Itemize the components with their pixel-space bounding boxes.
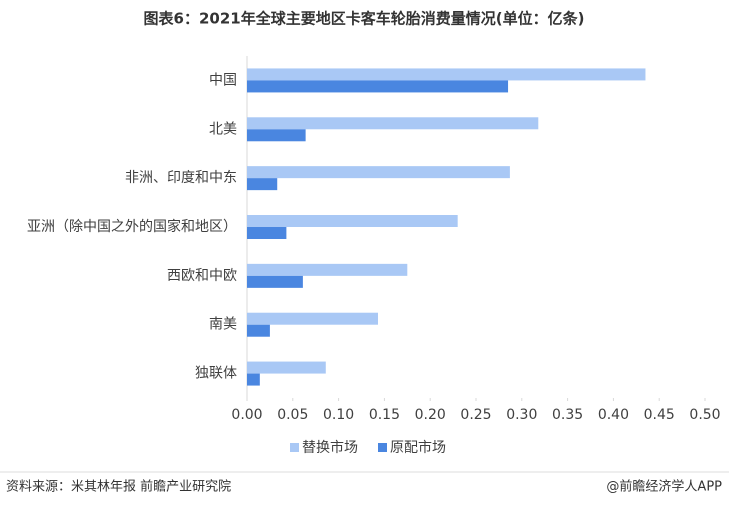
bar <box>247 324 270 337</box>
y-tick-label: 南美 <box>209 317 237 333</box>
x-tick-label: 0.25 <box>460 407 491 423</box>
bar <box>247 215 458 227</box>
bar <box>247 373 260 386</box>
bar <box>247 178 278 191</box>
x-tick-label: 0.05 <box>277 407 308 423</box>
x-tick-label: 0.35 <box>552 407 583 423</box>
x-tick-label: 0.10 <box>323 407 354 423</box>
bar <box>247 68 646 81</box>
x-tick-label: 0.45 <box>644 407 675 423</box>
x-tick-label: 0.30 <box>506 407 537 423</box>
bar <box>247 263 408 276</box>
y-tick-label: 西欧和中欧 <box>167 268 237 284</box>
y-tick-label: 北美 <box>209 121 237 137</box>
y-tick-label: 中国 <box>209 72 237 88</box>
x-tick-label: 0.50 <box>689 407 720 423</box>
bar <box>247 117 539 130</box>
y-tick-label: 独联体 <box>195 366 237 382</box>
source: 资料来源：米其林年报 前瞻产业研究院 <box>6 479 231 495</box>
chart-title: 图表6：2021年全球主要地区卡客车轮胎消费量情况(单位：亿条) <box>144 10 585 28</box>
legend-swatch <box>290 443 299 452</box>
legend-swatch <box>378 443 387 452</box>
bar <box>247 361 326 374</box>
credit: @前瞻经济学人APP <box>606 479 722 495</box>
bar <box>247 312 378 325</box>
x-tick-label: 0.20 <box>415 407 446 423</box>
bar <box>247 227 287 239</box>
y-tick-label: 亚洲（除中国之外的国家和地区） <box>27 218 237 235</box>
x-tick-label: 0.15 <box>369 407 400 423</box>
legend-label: 替换市场 <box>302 439 358 456</box>
legend-label: 原配市场 <box>390 439 446 456</box>
y-tick-label: 非洲、印度和中东 <box>125 170 237 186</box>
x-tick-label: 0.40 <box>598 407 629 423</box>
bar <box>247 80 509 93</box>
bar <box>247 275 303 288</box>
bar <box>247 129 306 142</box>
x-tick-label: 0.00 <box>231 407 262 423</box>
bar <box>247 166 510 179</box>
